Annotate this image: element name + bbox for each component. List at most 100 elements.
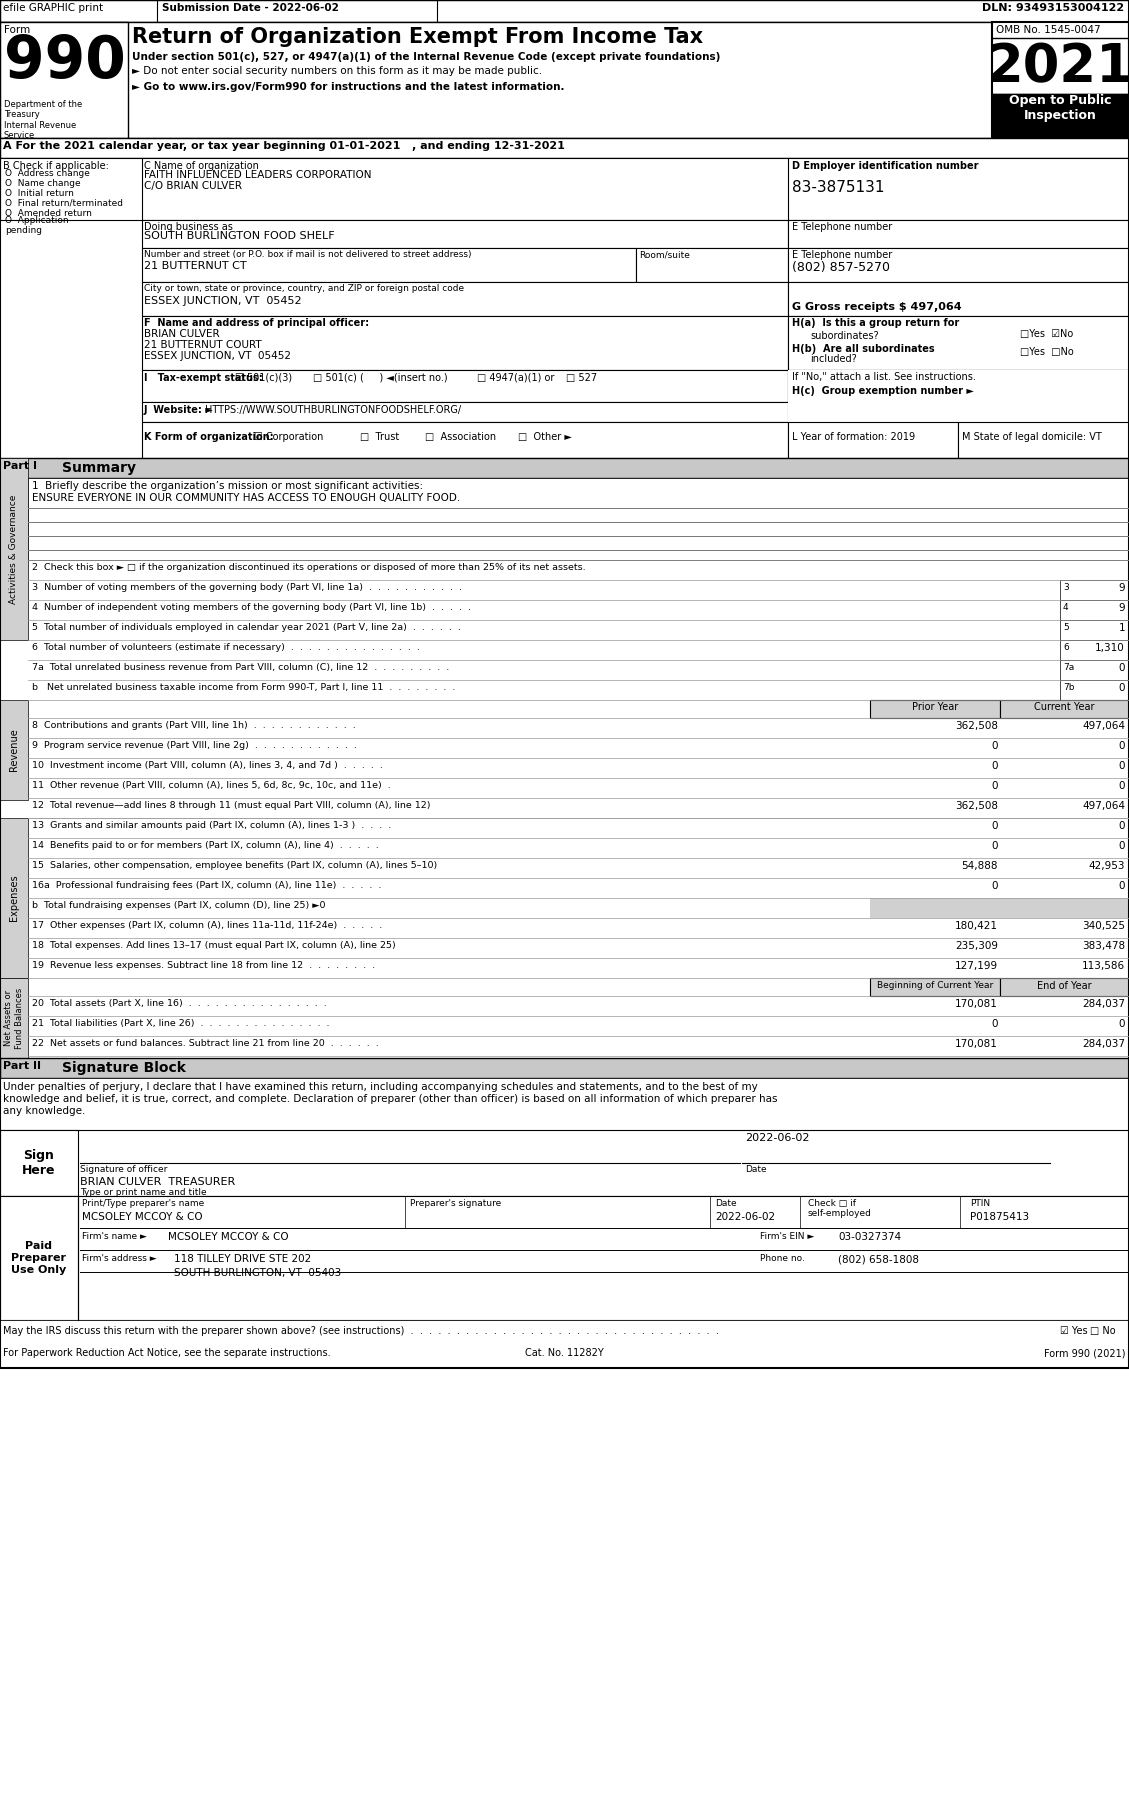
Text: Prior Year: Prior Year [912, 702, 959, 713]
Text: ► Go to www.irs.gov/Form990 for instructions and the latest information.: ► Go to www.irs.gov/Form990 for instruct… [132, 82, 564, 93]
Text: 2  Check this box ► □ if the organization discontinued its operations or dispose: 2 Check this box ► □ if the organization… [32, 562, 586, 571]
Text: □Yes  ☑No: □Yes ☑No [1019, 328, 1074, 339]
Text: Number and street (or P.O. box if mail is not delivered to street address): Number and street (or P.O. box if mail i… [145, 250, 472, 259]
Text: 22  Net assets or fund balances. Subtract line 21 from line 20  .  .  .  .  .  .: 22 Net assets or fund balances. Subtract… [32, 1039, 378, 1048]
Text: 9: 9 [1119, 582, 1124, 593]
Bar [0, 978, 28, 1058]
Text: 15  Salaries, other compensation, employee benefits (Part IX, column (A), lines : 15 Salaries, other compensation, employe… [32, 862, 437, 871]
Bar [788, 219, 1129, 249]
Text: Expenses: Expenses [9, 874, 19, 922]
Bar [788, 281, 1129, 316]
Text: 83-3875131: 83-3875131 [793, 180, 884, 194]
Text: H(a)  Is this a group return for: H(a) Is this a group return for [793, 317, 960, 328]
Text: □ 4947(a)(1) or: □ 4947(a)(1) or [476, 374, 554, 383]
Bar [1060, 680, 1129, 700]
Text: 3: 3 [1064, 582, 1069, 591]
Text: Cat. No. 11282Y: Cat. No. 11282Y [525, 1348, 603, 1359]
Text: MCSOLEY MCCOY & CO: MCSOLEY MCCOY & CO [82, 1212, 202, 1223]
Text: OMB No. 1545-0047: OMB No. 1545-0047 [996, 25, 1101, 34]
Text: O  Initial return: O Initial return [5, 189, 73, 198]
Text: 0: 0 [991, 782, 998, 791]
Bar [1060, 660, 1129, 680]
Text: City or town, state or province, country, and ZIP or foreign postal code: City or town, state or province, country… [145, 285, 464, 294]
Text: 14  Benefits paid to or for members (Part IX, column (A), line 4)  .  .  .  .  .: 14 Benefits paid to or for members (Part… [32, 842, 378, 851]
Text: 0: 0 [1119, 740, 1124, 751]
Text: Submission Date - 2022-06-02: Submission Date - 2022-06-02 [161, 4, 339, 13]
Text: ► Do not enter social security numbers on this form as it may be made public.: ► Do not enter social security numbers o… [132, 65, 542, 76]
Text: Phone no.: Phone no. [760, 1253, 805, 1263]
Text: DLN: 93493153004122: DLN: 93493153004122 [982, 4, 1124, 13]
Text: 20  Total assets (Part X, line 16)  .  .  .  .  .  .  .  .  .  .  .  .  .  .  . : 20 Total assets (Part X, line 16) . . . … [32, 1000, 326, 1009]
Text: 10  Investment income (Part VIII, column (A), lines 3, 4, and 7d )  .  .  .  .  : 10 Investment income (Part VIII, column … [32, 762, 383, 769]
Text: O  Amended return: O Amended return [5, 209, 91, 218]
Text: 0: 0 [1119, 662, 1124, 673]
Text: Revenue: Revenue [9, 729, 19, 771]
Text: 7a  Total unrelated business revenue from Part VIII, column (C), line 12  .  .  : 7a Total unrelated business revenue from… [32, 662, 449, 671]
Text: b  Total fundraising expenses (Part IX, column (D), line 25) ►0: b Total fundraising expenses (Part IX, c… [32, 902, 325, 911]
Text: End of Year: End of Year [1036, 981, 1092, 990]
Text: Paid
Preparer
Use Only: Paid Preparer Use Only [11, 1241, 67, 1275]
Text: 340,525: 340,525 [1082, 922, 1124, 931]
Bar [142, 423, 788, 457]
Text: self-employed: self-employed [808, 1208, 872, 1217]
Text: ESSEX JUNCTION, VT  05452: ESSEX JUNCTION, VT 05452 [145, 350, 291, 361]
Text: 362,508: 362,508 [955, 802, 998, 811]
Text: 0: 0 [1119, 842, 1124, 851]
Text: □Yes  □No: □Yes □No [1019, 346, 1074, 357]
Text: F  Name and address of principal officer:: F Name and address of principal officer: [145, 317, 369, 328]
Text: 170,081: 170,081 [955, 1000, 998, 1009]
Text: 362,508: 362,508 [955, 720, 998, 731]
Text: any knowledge.: any knowledge. [3, 1107, 86, 1116]
Text: 180,421: 180,421 [955, 922, 998, 931]
Text: 0: 0 [1119, 782, 1124, 791]
Text: 497,064: 497,064 [1082, 802, 1124, 811]
Text: Check □ if: Check □ if [808, 1199, 856, 1208]
Text: Form 990 (2021): Form 990 (2021) [1044, 1348, 1126, 1359]
Text: 6  Total number of volunteers (estimate if necessary)  .  .  .  .  .  .  .  .  .: 6 Total number of volunteers (estimate i… [32, 642, 420, 651]
Text: □  Trust: □ Trust [360, 432, 400, 443]
Text: ☑ Yes: ☑ Yes [1060, 1326, 1087, 1335]
Text: 0: 0 [991, 842, 998, 851]
Bar [788, 249, 1129, 281]
Bar [0, 1344, 1129, 1368]
Text: SOUTH BURLINGTON FOOD SHELF: SOUTH BURLINGTON FOOD SHELF [145, 230, 334, 241]
Text: Open to Public
Inspection: Open to Public Inspection [1008, 94, 1111, 122]
Text: Current Year: Current Year [1034, 702, 1094, 713]
Bar [142, 219, 788, 249]
Text: b   Net unrelated business taxable income from Form 990-T, Part I, line 11  .  .: b Net unrelated business taxable income … [32, 684, 455, 691]
Text: □ 527: □ 527 [566, 374, 597, 383]
Text: BRIAN CULVER  TREASURER: BRIAN CULVER TREASURER [80, 1177, 235, 1186]
Bar [788, 370, 1129, 423]
Text: 0: 0 [991, 740, 998, 751]
Text: Under penalties of perjury, I declare that I have examined this return, includin: Under penalties of perjury, I declare th… [3, 1081, 758, 1092]
Bar [788, 370, 1129, 403]
Text: L Year of formation: 2019: L Year of formation: 2019 [793, 432, 916, 443]
Text: 17  Other expenses (Part IX, column (A), lines 11a-11d, 11f-24e)  .  .  .  .  .: 17 Other expenses (Part IX, column (A), … [32, 922, 383, 931]
Text: M State of legal domicile: VT: M State of legal domicile: VT [962, 432, 1102, 443]
Bar [870, 898, 1129, 918]
Text: O  Name change: O Name change [5, 180, 80, 189]
Text: 2022-06-02: 2022-06-02 [715, 1212, 776, 1223]
Text: Net Assets or
Fund Balances: Net Assets or Fund Balances [5, 987, 24, 1048]
Text: ☑ Corporation: ☑ Corporation [254, 432, 323, 443]
Bar [870, 700, 1000, 718]
Text: 383,478: 383,478 [1082, 941, 1124, 951]
Bar [0, 22, 1129, 138]
Bar [142, 281, 788, 316]
Text: 9: 9 [1119, 602, 1124, 613]
Text: 8  Contributions and grants (Part VIII, line 1h)  .  .  .  .  .  .  .  .  .  .  : 8 Contributions and grants (Part VIII, l… [32, 720, 356, 729]
Text: B Check if applicable:: B Check if applicable: [3, 161, 108, 171]
Text: Doing business as: Doing business as [145, 221, 233, 232]
Bar [142, 249, 636, 281]
Text: 54,888: 54,888 [962, 862, 998, 871]
Bar [959, 423, 1129, 457]
Text: 0: 0 [991, 882, 998, 891]
Bar [870, 978, 1000, 996]
Text: ☑ 501(c)(3): ☑ 501(c)(3) [235, 374, 292, 383]
Bar [992, 94, 1129, 138]
Text: 170,081: 170,081 [955, 1039, 998, 1048]
Text: Summary: Summary [62, 461, 135, 475]
Bar [0, 0, 1129, 22]
Bar [992, 22, 1129, 138]
Text: (802) 658-1808: (802) 658-1808 [838, 1253, 919, 1264]
